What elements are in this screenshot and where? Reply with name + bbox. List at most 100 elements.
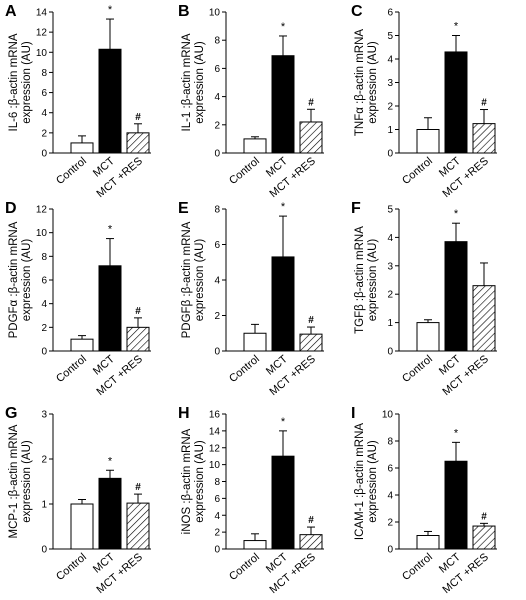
y-tick-label: 4 <box>214 511 220 522</box>
bar-mct <box>98 265 122 352</box>
y-tick-label: 8 <box>214 36 220 47</box>
panel-label: E <box>178 200 189 217</box>
bar-mct <box>98 477 122 550</box>
significance-star: * <box>108 224 113 236</box>
bar-control <box>70 338 94 352</box>
y-tick-label: 2 <box>41 455 47 466</box>
y-tick-label: 2 <box>41 323 47 334</box>
y-tick-label: 2 <box>214 528 220 539</box>
panel-label: G <box>5 405 17 422</box>
y-tick-label: 8 <box>387 437 393 448</box>
panel-label: F <box>351 200 361 217</box>
y-axis-label: PDGFα :β-actin mRNA <box>8 221 20 338</box>
y-axis-label: expression (AU) <box>194 239 206 322</box>
y-axis-label: IL-1 :β-actin mRNA <box>181 33 193 131</box>
significance-hash: # <box>308 515 314 526</box>
bar-mct <box>98 48 122 154</box>
y-tick-label: 6 <box>387 8 393 19</box>
significance-star: * <box>108 4 113 16</box>
y-tick-label: 0 <box>387 149 393 160</box>
bar-mct-res <box>299 121 323 154</box>
bar-control <box>416 322 440 352</box>
category-label: Control <box>400 551 435 583</box>
bar-control <box>243 540 267 550</box>
y-tick-label: 0 <box>214 149 220 160</box>
y-tick-label: 12 <box>209 443 221 454</box>
y-axis-label: MCP-1 :β-actin mRNA <box>8 424 20 538</box>
category-label: Control <box>54 155 89 187</box>
significance-star: * <box>454 208 459 220</box>
y-tick-label: 4 <box>387 233 393 244</box>
panel-label: D <box>5 200 17 217</box>
y-tick-label: 2 <box>214 120 220 131</box>
y-tick-label: 1 <box>41 500 47 511</box>
chart-panel-c: C TNFα :β-actin mRNA expression (AU) 0 1 2 3 4 5… <box>351 3 497 200</box>
y-axis-label: TNFα :β-actin mRNA <box>354 29 366 137</box>
y-axis-label: expression (AU) <box>194 440 206 523</box>
y-axis-label: IL-6 :β-actin mRNA <box>8 33 20 131</box>
bar-control <box>416 535 440 550</box>
bar-mct-res <box>472 525 496 550</box>
significance-hash: # <box>135 306 141 317</box>
y-tick-label: 0 <box>41 149 47 160</box>
panel-label: I <box>351 405 355 422</box>
significance-hash: # <box>308 315 314 326</box>
bar-mct <box>271 256 295 352</box>
bar-mct <box>444 460 468 550</box>
y-tick-label: 1 <box>387 318 393 329</box>
y-tick-label: 2 <box>41 128 47 139</box>
chart-panel-d: D PDGFα :β-actin mRNA expression (AU) 0 2 4 6 8… <box>5 200 151 398</box>
bar-mct-res <box>126 132 150 154</box>
y-tick-label: 10 <box>36 48 48 59</box>
significance-star: * <box>454 427 459 439</box>
y-tick-label: 10 <box>209 460 221 471</box>
y-tick-label: 6 <box>41 88 47 99</box>
chart-panel-e: E PDGFβ :β-actin mRNA expression (AU) 0 2 4 6 8… <box>178 200 324 398</box>
category-label: Control <box>400 353 435 385</box>
y-tick-label: 2 <box>214 311 220 322</box>
category-label: Control <box>54 353 89 385</box>
y-axis-label: expression (AU) <box>367 440 379 523</box>
y-tick-label: 8 <box>41 252 47 263</box>
y-axis-label: expression (AU) <box>21 41 33 124</box>
bar-control <box>70 503 94 550</box>
y-tick-label: 10 <box>382 410 394 421</box>
y-tick-label: 2 <box>387 290 393 301</box>
y-tick-label: 4 <box>214 276 220 287</box>
y-tick-label: 5 <box>387 31 393 42</box>
y-tick-label: 0 <box>214 347 220 358</box>
y-axis-label: ICAM-1 :β-actin mRNA <box>354 423 366 540</box>
y-axis-label: expression (AU) <box>21 239 33 322</box>
y-tick-label: 6 <box>41 276 47 287</box>
bar-mct <box>444 51 468 154</box>
bar-mct <box>271 55 295 154</box>
chart-panel-f: F TGFβ :β-actin mRNA expression (AU) 0 1 2 3 4 5… <box>351 200 497 398</box>
y-tick-label: 0 <box>387 545 393 556</box>
y-tick-label: 6 <box>214 64 220 75</box>
chart-panel-g: G MCP-1 :β-actin mRNA expression (AU) 0 1 2 3 C… <box>5 405 151 596</box>
bar-mct-res <box>126 326 150 352</box>
significance-star: * <box>454 21 459 33</box>
bar-mct <box>271 455 295 550</box>
category-label: Control <box>227 551 262 583</box>
y-tick-label: 6 <box>214 494 220 505</box>
y-axis-label: expression (AU) <box>367 41 379 124</box>
y-tick-label: 0 <box>41 545 47 556</box>
bar-control <box>243 138 267 154</box>
chart-panel-a: A IL-6 :β-actin mRNA expression (AU) 0 2 4 6 8 1… <box>5 3 151 200</box>
significance-hash: # <box>481 98 487 109</box>
y-tick-label: 4 <box>214 92 220 103</box>
bar-mct-res <box>299 534 323 550</box>
y-tick-label: 12 <box>36 28 48 39</box>
significance-hash: # <box>135 112 141 123</box>
significance-star: * <box>108 455 113 467</box>
bar-control <box>243 332 267 352</box>
y-tick-label: 10 <box>36 228 48 239</box>
y-tick-label: 0 <box>387 347 393 358</box>
y-tick-label: 5 <box>387 205 393 216</box>
y-tick-label: 4 <box>387 491 393 502</box>
y-tick-label: 4 <box>41 299 47 310</box>
y-tick-label: 4 <box>41 108 47 119</box>
